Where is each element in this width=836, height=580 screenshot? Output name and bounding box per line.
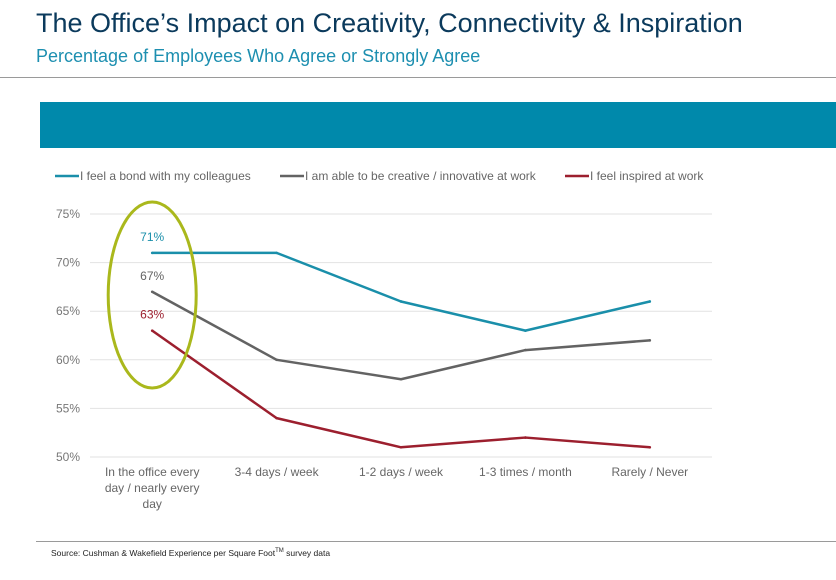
x-tick-label: Rarely / Never — [611, 465, 688, 479]
data-point — [399, 445, 403, 449]
highlight-ellipse — [106, 200, 198, 390]
x-tick-label: 1-2 days / week — [359, 465, 444, 479]
y-tick-label: 55% — [56, 401, 80, 415]
page-title: The Office’s Impact on Creativity, Conne… — [36, 8, 743, 38]
y-tick-label: 65% — [56, 304, 80, 318]
legend-label: I am able to be creative / innovative at… — [305, 169, 537, 183]
y-tick-label: 70% — [56, 256, 80, 270]
x-tick-label-line: day — [143, 497, 162, 511]
series-line — [151, 290, 650, 381]
header-divider — [0, 77, 836, 78]
data-point — [275, 358, 278, 362]
line-chart: 50% 55% 60% 65% 70% 75% In the office every day… — [55, 169, 712, 511]
data-label: 63% — [140, 308, 164, 322]
x-tick-label-line: 1-2 days / week — [359, 465, 444, 479]
source-suffix: survey data — [283, 548, 331, 558]
x-tick-label: 1-3 times / month — [479, 465, 572, 479]
data-point — [150, 329, 154, 332]
x-tick-label-line: Rarely / Never — [611, 465, 688, 479]
x-tick-label-line: In the office every — [105, 465, 200, 479]
data-point — [399, 377, 403, 381]
page-subtitle: Percentage of Employees Who Agree or Str… — [36, 46, 481, 66]
x-tick-label-line: 1-3 times / month — [479, 465, 572, 479]
source-note: Source: Cushman & Wakefield Experience p… — [51, 548, 330, 558]
data-point — [524, 436, 527, 439]
source-trademark: TM — [275, 548, 284, 555]
legend-label: I feel inspired at work — [590, 169, 704, 183]
y-tick-label: 60% — [56, 353, 80, 367]
data-point — [648, 445, 652, 449]
y-tick-label: 50% — [56, 450, 80, 464]
x-tick-label: In the office every day / nearly every day — [105, 465, 200, 511]
x-tick-label-line: 3-4 days / week — [235, 465, 320, 479]
source-text: Source: Cushman & Wakefield Experience p… — [51, 548, 276, 558]
legend-label: I feel a bond with my colleagues — [80, 169, 251, 183]
x-tick-label: 3-4 days / week — [235, 465, 320, 479]
data-point — [648, 339, 652, 342]
x-tick-label-line: day / nearly every — [105, 481, 200, 495]
footer-divider — [36, 541, 836, 542]
data-point — [399, 300, 403, 303]
data-point — [648, 300, 652, 303]
header-band — [40, 102, 836, 148]
data-point — [275, 251, 278, 255]
data-point — [524, 348, 527, 352]
data-point — [150, 251, 154, 255]
series-line — [152, 251, 651, 332]
data-point — [275, 416, 278, 420]
series-line — [151, 329, 650, 449]
data-label: 71% — [140, 230, 164, 244]
data-point — [524, 329, 527, 332]
data-label: 67% — [140, 269, 164, 283]
data-point — [150, 290, 154, 294]
y-tick-label: 75% — [56, 207, 80, 221]
